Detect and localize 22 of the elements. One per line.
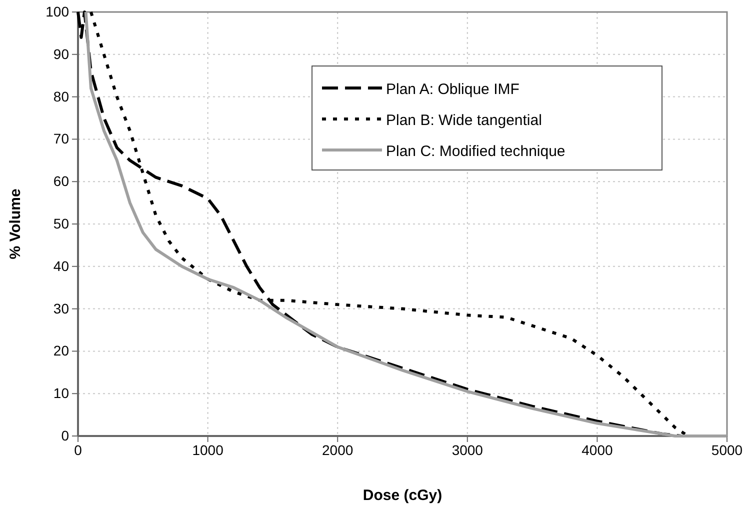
x-tick-label: 3000 — [452, 442, 484, 458]
y-tick-label: 90 — [53, 46, 70, 62]
y-tick-label: 10 — [53, 385, 70, 402]
x-tick-label: 0 — [74, 442, 82, 458]
y-tick-label: 60 — [53, 173, 70, 190]
legend-label: Plan B: Wide tangential — [386, 112, 542, 129]
y-tick-label: 30 — [53, 300, 70, 316]
x-tick-label: 2000 — [322, 442, 354, 458]
y-tick-label: 50 — [53, 215, 70, 232]
y-axis-title: % Volume — [7, 188, 24, 260]
y-tick-label: 40 — [53, 258, 70, 274]
x-tick-label: 4000 — [582, 442, 613, 458]
y-tick-label: 20 — [53, 342, 70, 359]
y-tick-label: 100 — [46, 3, 70, 20]
legend-label: Plan C: Modified technique — [386, 143, 566, 160]
y-tick-label: 70 — [53, 130, 70, 147]
x-axis-title: Dose (cGy) — [362, 487, 442, 504]
x-tick-label: 5000 — [711, 442, 743, 458]
legend-label: Plan A: Oblique IMF — [386, 81, 520, 98]
x-tick-label: 1000 — [192, 442, 224, 458]
y-tick-label: 0 — [61, 427, 70, 444]
y-tick-label: 80 — [53, 88, 70, 104]
